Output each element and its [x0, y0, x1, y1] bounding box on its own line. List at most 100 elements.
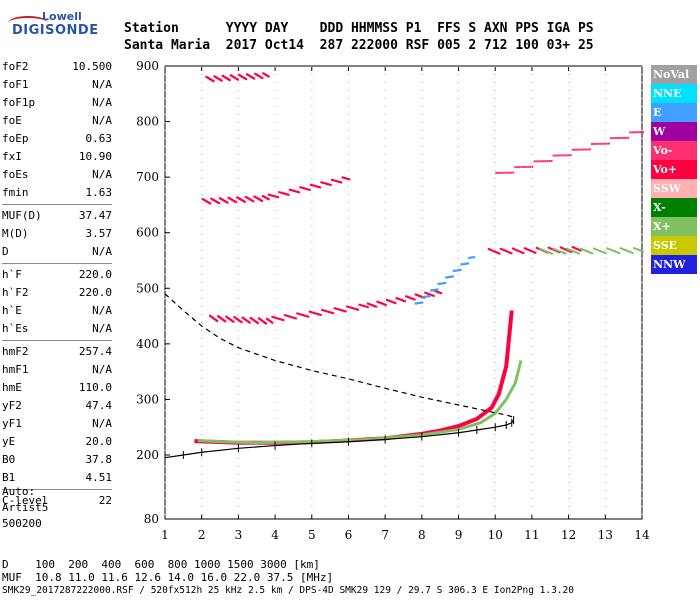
echo-point: [515, 249, 518, 252]
param-row: foEs N/A: [2, 166, 112, 184]
echo-point: [430, 294, 433, 297]
echo-point: [393, 301, 396, 304]
echo-point: [216, 319, 219, 322]
plot-border: [164, 65, 643, 520]
echo-point: [438, 291, 441, 294]
param-row: D N/A: [2, 243, 112, 261]
param-value: N/A: [92, 363, 112, 376]
echo-point: [327, 183, 330, 186]
echo-point: [551, 252, 554, 255]
echo-point: [412, 298, 415, 301]
param-key: B0: [2, 453, 16, 466]
param-value: N/A: [92, 114, 112, 127]
echo-point: [592, 247, 595, 250]
echo-point: [625, 249, 628, 252]
echo-point: [228, 79, 231, 82]
param-key: fmin: [2, 186, 29, 199]
header-row-labels: Station YYYY DAY DDD HHMMSS P1 FFS S AXN…: [124, 21, 594, 36]
echo-point: [346, 177, 349, 180]
echo-point: [495, 251, 498, 254]
echo-point: [409, 296, 412, 299]
echo-point: [642, 131, 644, 134]
echo-point: [513, 248, 516, 251]
echo-point: [298, 191, 301, 194]
echo-point: [567, 248, 570, 251]
param-separator: [2, 489, 112, 490]
param-key: hmF1: [2, 363, 29, 376]
echo-point: [332, 179, 335, 182]
echo-point: [610, 137, 613, 140]
echo-point: [563, 248, 566, 251]
echo-point: [544, 160, 547, 163]
param-row: M(D) 3.57: [2, 225, 112, 243]
plot-frame: [164, 65, 643, 520]
echo-point: [396, 297, 399, 300]
param-value: N/A: [92, 78, 112, 91]
echo-point: [287, 315, 290, 318]
echo-point: [332, 312, 335, 315]
echo-point: [525, 247, 528, 250]
echo-point: [268, 193, 271, 196]
echo-point: [341, 176, 344, 179]
echo-point: [321, 181, 324, 184]
echo-point: [580, 248, 583, 251]
echo-point: [616, 137, 619, 140]
echo-point: [545, 250, 548, 253]
param-row: C-level 22: [2, 492, 112, 510]
param-row: foEp 0.63: [2, 130, 112, 148]
echo-point: [606, 247, 609, 250]
echo-point: [278, 191, 281, 194]
echo-point: [495, 171, 498, 174]
y-tick-label: 700: [136, 170, 159, 184]
footer-distance: D 100 200 400 600 800 1000 1500 3000 [km…: [2, 558, 320, 571]
echo-point: [307, 315, 310, 318]
echo-point: [566, 247, 569, 250]
echo-point: [212, 80, 215, 83]
echo-point: [274, 195, 277, 198]
header-row-values: Santa Maria 2017 Oct14 287 222000 RSF 00…: [124, 38, 594, 53]
echo-point: [600, 250, 603, 253]
logo-arc: [8, 16, 48, 30]
echo-point: [391, 300, 394, 303]
trace-x-trace-f2: [197, 360, 523, 445]
legend-item: X-: [651, 198, 697, 217]
param-value: 3.57: [85, 227, 113, 240]
param-value: 37.47: [78, 209, 112, 222]
param-value: 37.8: [85, 453, 113, 466]
echo-point: [408, 296, 411, 299]
echo-point: [372, 304, 375, 307]
echo-point: [633, 131, 636, 134]
echo-point: [376, 300, 379, 303]
echo-point: [612, 137, 615, 140]
param-key: foE: [2, 114, 22, 127]
echo-point: [334, 179, 337, 182]
echo-point: [289, 315, 292, 318]
param-key: B1: [2, 471, 16, 484]
echo-point: [624, 136, 627, 139]
echo-point: [419, 295, 422, 298]
echo-point: [514, 166, 517, 169]
param-value: 47.4: [85, 399, 113, 412]
echo-point: [627, 136, 630, 139]
echo-point: [365, 305, 368, 308]
echo-point: [569, 154, 572, 157]
echo-point: [286, 314, 289, 317]
echo-point: [439, 291, 442, 294]
echo-point: [561, 154, 564, 157]
param-row: foF1p N/A: [2, 94, 112, 112]
echo-point: [595, 248, 598, 251]
param-row: foE N/A: [2, 112, 112, 130]
echo-point: [585, 249, 588, 252]
param-row: yF2 47.4: [2, 397, 112, 415]
echo-point: [559, 246, 562, 249]
logo-digisonde: DIGISONDE: [12, 23, 99, 38]
param-row: fxI 10.90: [2, 148, 112, 166]
echo-point: [633, 247, 636, 250]
auto-artist: Artist5: [2, 501, 49, 514]
echo-point: [520, 166, 523, 169]
x-tick-label: 5: [308, 528, 316, 542]
x-tick-label: 4: [271, 528, 279, 542]
legend-item: NNW: [651, 255, 697, 274]
echo-point: [315, 312, 318, 315]
